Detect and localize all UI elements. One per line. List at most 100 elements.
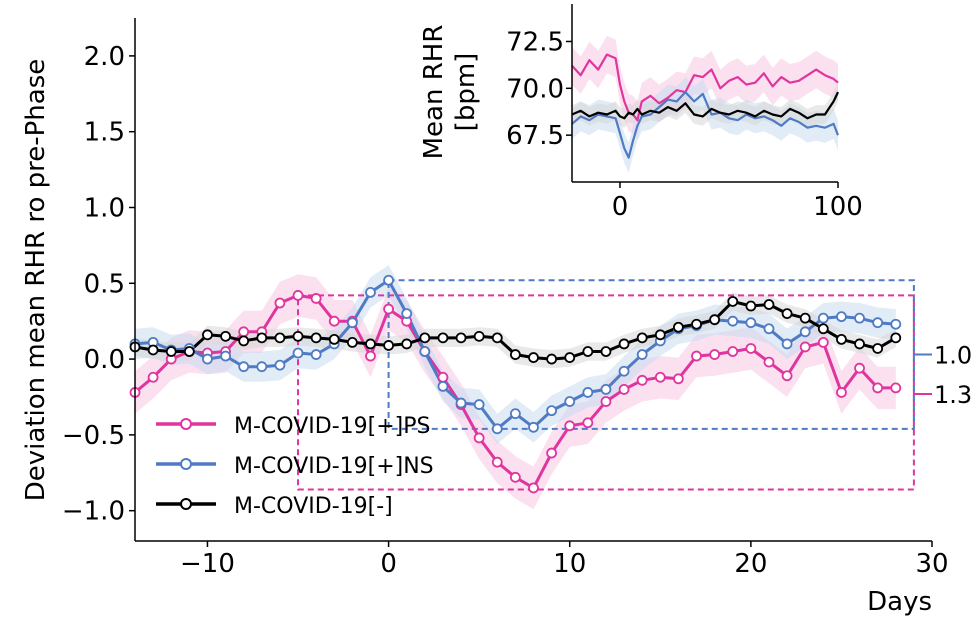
- inset-y-axis-title-line2: [bpm]: [451, 53, 481, 132]
- y-axis-title: Deviation mean RHR ro pre-Phase: [21, 59, 51, 502]
- point-series-1: [292, 347, 304, 359]
- point-series-0: [727, 346, 739, 357]
- point-series-0: [872, 382, 884, 394]
- point-series-2: [310, 332, 322, 344]
- inset-line-series-0: [571, 53, 839, 122]
- band-series-0: [135, 274, 896, 510]
- point-series-2: [220, 330, 231, 342]
- point-series-1: [836, 311, 847, 323]
- point-series-0: [836, 387, 847, 398]
- point-series-2: [365, 338, 376, 350]
- inset-tick-labels: 0 100 67.5 70.0 72.5: [506, 27, 863, 222]
- point-series-1: [473, 399, 485, 410]
- point-series-1: [437, 380, 449, 392]
- point-series-2: [691, 318, 702, 330]
- point-series-2: [600, 346, 612, 357]
- inset-y-tick-label: 67.5: [506, 121, 564, 151]
- annotation-box-0: [297, 294, 915, 491]
- point-series-2: [147, 344, 159, 356]
- x-tick-label: −10: [180, 549, 235, 579]
- point-series-0: [817, 337, 829, 348]
- point-series-2: [781, 308, 793, 320]
- inset-x-tick-label: 100: [813, 192, 863, 222]
- y-tick-label: 1.0: [84, 193, 125, 223]
- point-series-0: [274, 297, 286, 309]
- point-series-2: [890, 332, 902, 344]
- point-series-2: [455, 332, 467, 344]
- point-series-2: [763, 299, 775, 310]
- point-series-1: [781, 338, 793, 350]
- point-series-1: [256, 361, 268, 373]
- point-series-1: [618, 365, 630, 377]
- point-series-1: [365, 286, 376, 298]
- y-tick-label: 0.5: [84, 269, 125, 299]
- inset-x-tick-label: 0: [612, 192, 629, 222]
- point-series-2: [419, 332, 431, 344]
- point-series-2: [292, 330, 304, 342]
- point-series-1: [346, 317, 358, 329]
- x-tick-label: 10: [553, 549, 586, 579]
- point-series-1: [202, 353, 213, 365]
- point-series-1: [763, 323, 775, 335]
- inset-y-axis-title-line1: Mean RHR: [419, 25, 449, 160]
- point-series-1: [872, 317, 884, 329]
- point-series-0: [365, 350, 376, 362]
- point-series-2: [383, 340, 394, 351]
- legend-marker: [180, 458, 192, 470]
- point-series-2: [437, 332, 449, 344]
- point-series-2: [854, 338, 865, 350]
- point-series-0: [673, 373, 684, 385]
- legend-label: M-COVID-19[-]: [234, 494, 393, 519]
- point-series-0: [854, 362, 865, 374]
- x-axis-title: Days: [867, 587, 932, 617]
- point-series-1: [528, 421, 539, 433]
- point-series-0: [292, 290, 304, 301]
- inset-series-lines: [571, 53, 840, 159]
- point-series-2: [582, 346, 594, 357]
- point-series-2: [546, 353, 558, 365]
- annotation-box-1: [387, 279, 915, 430]
- x-tick-label: 20: [734, 549, 767, 579]
- point-series-1: [727, 315, 739, 327]
- legend: M-COVID-19[+]PS M-COVID-19[+]NS M-COVID-19…: [156, 414, 434, 519]
- point-series-0: [328, 315, 340, 327]
- point-series-2: [238, 335, 250, 347]
- inset-y-tick-label: 70.0: [506, 74, 564, 104]
- point-series-0: [636, 374, 648, 386]
- point-series-2: [401, 338, 413, 350]
- point-series-2: [274, 332, 286, 344]
- point-series-2: [328, 333, 340, 345]
- point-series-1: [636, 349, 648, 360]
- point-series-1: [419, 346, 431, 357]
- point-series-0: [763, 356, 775, 368]
- band-series-1: [135, 265, 896, 444]
- point-series-0: [709, 349, 721, 360]
- point-series-0: [509, 471, 521, 483]
- point-series-2: [564, 352, 576, 363]
- point-series-2: [872, 343, 884, 354]
- point-series-1: [546, 405, 558, 417]
- point-series-0: [582, 417, 594, 429]
- point-series-1: [745, 317, 757, 329]
- point-series-0: [473, 432, 485, 444]
- point-series-0: [781, 370, 793, 382]
- point-series-2: [636, 332, 648, 344]
- point-series-2: [745, 300, 757, 312]
- point-series-0: [564, 420, 576, 432]
- point-series-2: [202, 329, 213, 341]
- point-series-1: [564, 396, 576, 407]
- point-series-2: [183, 346, 195, 357]
- point-series-1: [854, 312, 865, 324]
- point-series-0: [618, 384, 630, 395]
- point-series-1: [890, 318, 902, 330]
- point-series-1: [401, 308, 413, 320]
- side-label: 1.3: [934, 381, 972, 409]
- y-tick-label: 2.0: [84, 42, 125, 72]
- main-series-points: [129, 274, 902, 494]
- inset-line-series-1: [571, 90, 840, 159]
- point-series-2: [528, 352, 539, 363]
- point-series-2: [673, 321, 684, 333]
- point-series-1: [491, 423, 503, 435]
- point-series-1: [600, 384, 612, 395]
